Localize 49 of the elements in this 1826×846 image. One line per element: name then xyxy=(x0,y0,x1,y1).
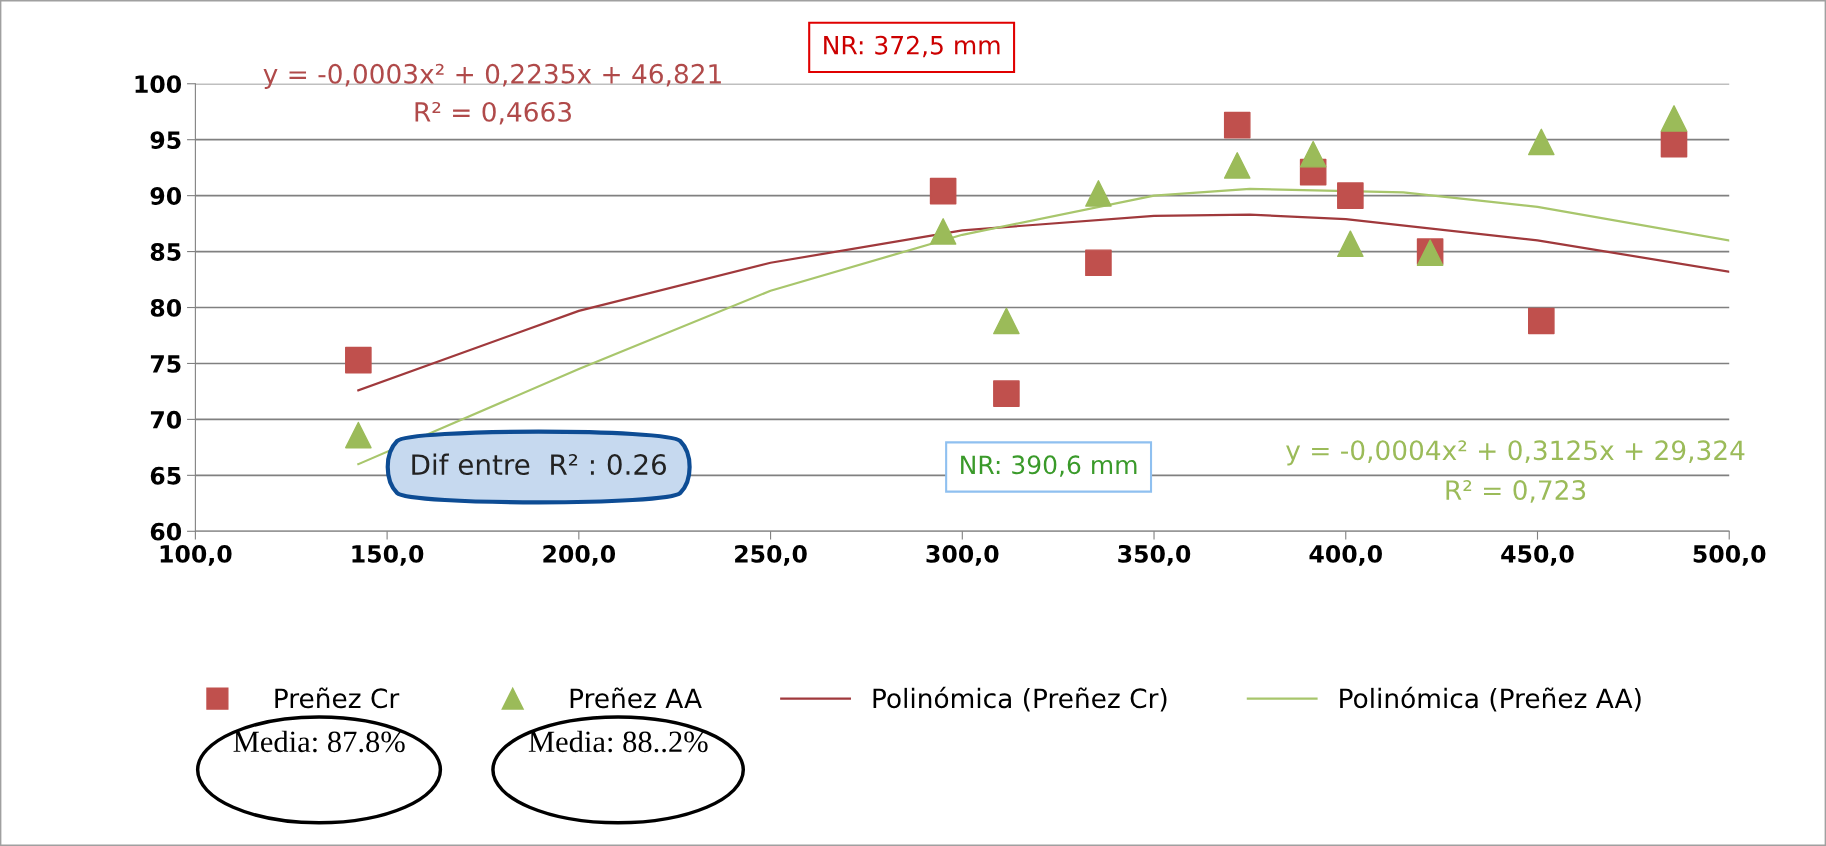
annotation: Dif entre R² : 0.26 xyxy=(412,453,666,476)
legend-label: Polinómica (Preñez AA) xyxy=(1340,686,1641,712)
point xyxy=(1299,140,1327,168)
point xyxy=(1660,130,1688,158)
point xyxy=(993,380,1020,407)
y-tick-label: 60 xyxy=(150,522,182,541)
x-tick-label: 100,0 xyxy=(160,544,232,566)
point xyxy=(1337,230,1364,258)
y-tick-label: 95 xyxy=(150,131,181,149)
point xyxy=(1085,180,1112,207)
x-tick-label: 500,0 xyxy=(1693,544,1766,566)
y-tick-label: 65 xyxy=(150,466,181,485)
y-tick-label: 75 xyxy=(150,355,181,373)
text: Media: 88..2% xyxy=(528,730,708,753)
point xyxy=(1528,128,1555,156)
x-tick-label: 250,0 xyxy=(735,544,807,566)
y-tick-label: 90 xyxy=(150,187,182,205)
point xyxy=(1085,249,1112,277)
y-tick-label: 70 xyxy=(150,410,182,429)
point xyxy=(1660,105,1688,132)
point xyxy=(1337,182,1364,209)
annotation: y = -0,0004x² + 0,3125x + 29,324 xyxy=(1286,440,1745,466)
text: NR: 372,5 mm xyxy=(824,35,1000,58)
point xyxy=(993,307,1020,335)
point xyxy=(1223,152,1251,179)
point xyxy=(1528,307,1555,335)
legend-label: Preñez Cr xyxy=(275,687,400,709)
x-tick-label: 200,0 xyxy=(543,544,616,566)
point xyxy=(1223,111,1251,139)
text: Media: 87.8% xyxy=(233,730,405,753)
x-tick-label: 350,0 xyxy=(1118,544,1191,566)
legend-label: Polinómica (Preñez Cr) xyxy=(873,686,1167,712)
y-tick-label: 80 xyxy=(150,298,182,317)
annotation: NR: 390,6 mm xyxy=(961,455,1137,477)
point xyxy=(929,177,957,205)
y-tick-label: 85 xyxy=(150,243,181,261)
point xyxy=(345,346,372,374)
point xyxy=(345,421,372,449)
annotation: R² = 0,4663 xyxy=(415,101,571,125)
x-tick-label: 300,0 xyxy=(926,544,999,566)
x-tick-label: 400,0 xyxy=(1309,544,1382,566)
annotation: y = -0,0003x² + 0,2235x + 46,821 xyxy=(263,63,721,89)
point xyxy=(929,218,957,245)
x-tick-label: 450,0 xyxy=(1501,544,1574,566)
legend-label: Preñez AA xyxy=(570,687,702,709)
x-tick-label: 150,0 xyxy=(352,544,424,566)
line-series xyxy=(357,213,1730,392)
y-tick-label: 100 xyxy=(135,75,182,94)
annotation: R² = 0,723 xyxy=(1446,480,1586,503)
